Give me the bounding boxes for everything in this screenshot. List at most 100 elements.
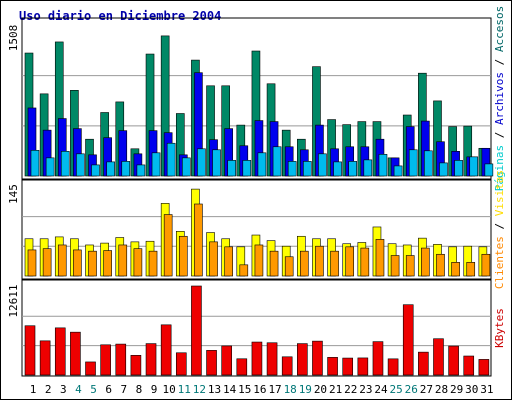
bar-kbytes-day-20 xyxy=(312,340,323,376)
day-label-19: 19 xyxy=(299,383,312,396)
legend-part-middle-0: Clientes xyxy=(493,236,506,289)
day-label-1: 1 xyxy=(30,383,37,396)
bar-kbytes-day-24 xyxy=(372,341,384,376)
day-label-10: 10 xyxy=(163,383,176,396)
day-label-8: 8 xyxy=(136,383,143,396)
bar-páginas-day-11 xyxy=(181,157,191,177)
plot-border-middle xyxy=(21,179,492,280)
bar-páginas-day-12 xyxy=(197,148,206,177)
bar-páginas-day-4 xyxy=(76,153,85,177)
bar-clientes-day-2 xyxy=(42,248,52,277)
bar-kbytes-day-9 xyxy=(145,343,157,376)
bar-páginas-day-27 xyxy=(424,150,433,177)
legend-part-middle-1: / xyxy=(493,216,506,236)
bar-kbytes-day-10 xyxy=(160,324,172,376)
legend-part-middle-2: Visitas xyxy=(493,170,506,216)
y-max-label-bottom: 12611 xyxy=(7,284,20,317)
bar-páginas-day-31 xyxy=(484,163,494,177)
legend-part-bottom-0: KBytes xyxy=(493,308,506,348)
bar-páginas-day-29 xyxy=(454,160,463,177)
bar-páginas-day-3 xyxy=(60,151,70,177)
plot-border-bottom xyxy=(21,279,492,377)
bar-kbytes-day-17 xyxy=(266,342,278,376)
day-label-24: 24 xyxy=(374,383,388,396)
bar-kbytes-day-6 xyxy=(100,344,111,376)
bar-kbytes-day-29 xyxy=(448,345,459,376)
bar-kbytes-day-26 xyxy=(402,304,414,376)
bar-kbytes-day-27 xyxy=(418,351,429,376)
bar-clientes-day-16 xyxy=(254,244,264,277)
bar-páginas-day-22 xyxy=(348,161,358,177)
bar-páginas-day-7 xyxy=(121,161,131,177)
y-max-label-middle: 145 xyxy=(7,184,20,204)
bar-clientes-day-15 xyxy=(239,264,249,277)
legend-part-top-4: Accesos xyxy=(493,6,506,52)
day-label-27: 27 xyxy=(420,383,433,396)
bar-kbytes-day-31 xyxy=(478,359,490,376)
bar-páginas-day-9 xyxy=(151,152,161,177)
bar-clientes-day-8 xyxy=(133,248,143,277)
day-label-30: 30 xyxy=(465,383,478,396)
bar-páginas-day-20 xyxy=(318,153,327,177)
bar-páginas-day-17 xyxy=(272,146,282,177)
bar-páginas-day-28 xyxy=(439,162,448,177)
bar-clientes-day-6 xyxy=(103,250,112,277)
day-label-22: 22 xyxy=(344,383,357,396)
day-label-5: 5 xyxy=(90,383,97,396)
bar-clientes-day-26 xyxy=(405,255,415,277)
day-label-15: 15 xyxy=(238,383,251,396)
bar-clientes-day-1 xyxy=(27,249,37,277)
bar-páginas-day-19 xyxy=(303,161,312,177)
legend-label-bottom: KBytes xyxy=(493,308,506,348)
plot-border-top xyxy=(21,17,492,180)
bar-kbytes-day-2 xyxy=(39,340,51,376)
bar-páginas-day-21 xyxy=(333,161,342,177)
bar-kbytes-day-7 xyxy=(115,343,127,376)
day-label-3: 3 xyxy=(60,383,67,396)
legend-part-top-2: Archivos xyxy=(493,72,506,125)
y-max-label-top: 1508 xyxy=(7,25,20,52)
day-label-11: 11 xyxy=(178,383,191,396)
day-label-4: 4 xyxy=(75,383,82,396)
bar-páginas-day-18 xyxy=(287,161,297,177)
day-label-31: 31 xyxy=(480,383,493,396)
legend-part-top-1: / xyxy=(493,125,506,145)
bar-páginas-day-10 xyxy=(166,142,176,177)
bar-clientes-day-3 xyxy=(57,244,67,277)
bar-páginas-day-24 xyxy=(378,154,388,177)
bar-clientes-day-11 xyxy=(178,235,188,277)
bar-clientes-day-23 xyxy=(360,247,370,277)
bar-clientes-day-10 xyxy=(163,214,173,277)
bar-clientes-day-27 xyxy=(421,247,430,277)
bar-kbytes-day-13 xyxy=(206,350,217,376)
bar-páginas-day-6 xyxy=(106,161,115,177)
bar-clientes-day-19 xyxy=(300,250,309,277)
bar-páginas-day-8 xyxy=(136,164,146,177)
bar-kbytes-day-21 xyxy=(327,357,338,376)
bar-clientes-day-9 xyxy=(148,250,158,277)
bar-clientes-day-30 xyxy=(466,262,476,277)
bar-kbytes-day-16 xyxy=(251,341,263,376)
bar-páginas-day-1 xyxy=(30,149,40,177)
bar-clientes-day-7 xyxy=(118,244,128,277)
day-label-28: 28 xyxy=(435,383,448,396)
day-label-2: 2 xyxy=(45,383,52,396)
bar-páginas-day-15 xyxy=(242,160,252,177)
bar-páginas-day-23 xyxy=(363,159,373,177)
day-label-16: 16 xyxy=(253,383,266,396)
bar-clientes-day-12 xyxy=(194,203,203,277)
day-label-13: 13 xyxy=(208,383,221,396)
bar-páginas-day-14 xyxy=(227,160,236,177)
legend-label-top: Páginas / Archivos / Accesos xyxy=(493,6,506,191)
bar-páginas-day-5 xyxy=(91,164,100,177)
bar-clientes-day-25 xyxy=(390,255,400,277)
bar-kbytes-day-11 xyxy=(175,352,187,376)
day-label-18: 18 xyxy=(284,383,297,396)
bar-clientes-day-22 xyxy=(345,246,355,277)
day-label-14: 14 xyxy=(223,383,237,396)
day-label-7: 7 xyxy=(120,383,127,396)
bar-clientes-day-13 xyxy=(209,241,218,277)
bar-kbytes-day-14 xyxy=(221,345,232,376)
bar-clientes-day-20 xyxy=(315,245,324,277)
